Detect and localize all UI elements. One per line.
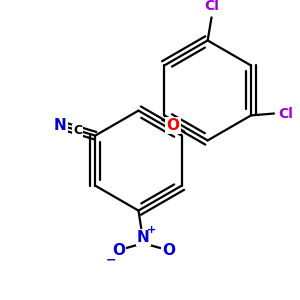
Text: Cl: Cl bbox=[278, 106, 293, 121]
Text: N: N bbox=[54, 118, 67, 133]
Text: +: + bbox=[147, 225, 157, 235]
Text: O: O bbox=[162, 244, 175, 259]
Text: O: O bbox=[112, 244, 125, 259]
Text: C: C bbox=[73, 124, 82, 137]
Text: N: N bbox=[137, 230, 150, 245]
Text: O: O bbox=[167, 118, 180, 133]
Text: Cl: Cl bbox=[204, 0, 219, 13]
Text: −: − bbox=[105, 253, 116, 266]
